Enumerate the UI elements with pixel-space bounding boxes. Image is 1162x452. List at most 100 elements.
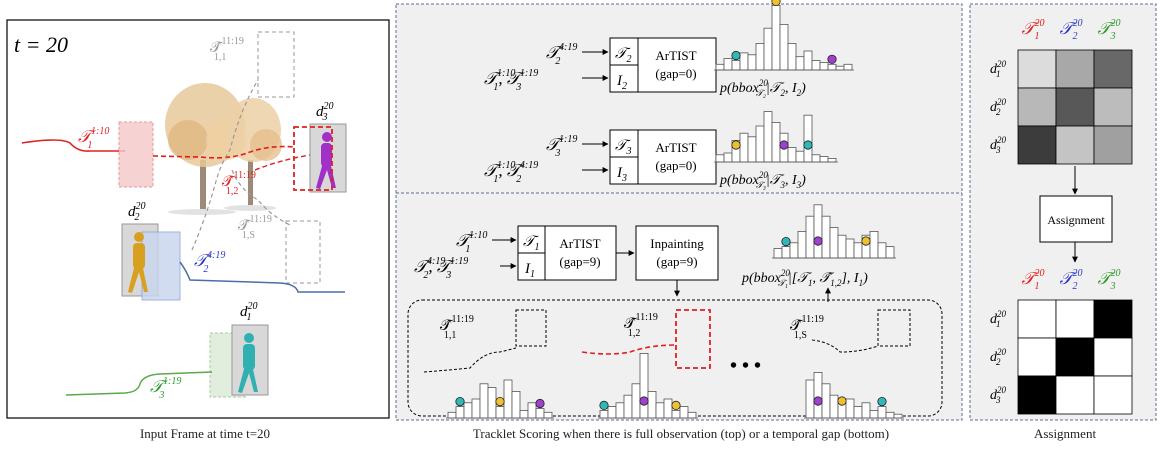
histogram-bar	[813, 371, 823, 419]
matrix-cell	[1093, 125, 1133, 165]
histogram-bar	[671, 409, 681, 419]
histogram-bar	[819, 62, 829, 71]
histogram-bar	[487, 387, 497, 419]
histogram-bar	[835, 65, 845, 71]
histogram-bar	[803, 114, 813, 163]
histogram-bar	[747, 136, 757, 163]
hypothesis-1-1-box	[257, 31, 295, 98]
svg-text:𝒯4:192, 𝒯1:193: 𝒯4:19 2, 𝒯1:19 3	[414, 256, 468, 281]
histogram-hypothesis-1-1	[446, 379, 554, 419]
detection-1-person	[238, 333, 258, 393]
input-frame-panel: t = 20 𝒯1:10 1 𝒯̂11:19 1,1 𝒯̂11:19 1,S	[6, 19, 390, 419]
detection-3-person	[316, 132, 336, 189]
histogram-bar	[885, 246, 895, 259]
histogram-marker	[599, 400, 609, 410]
column-header: 𝒯20 2	[1059, 268, 1082, 292]
column-header: 𝒯20 1	[1021, 18, 1044, 42]
matrix-cell	[1093, 337, 1133, 377]
histogram-bottom-main	[772, 204, 896, 259]
histogram-bar	[771, 122, 781, 163]
matrix-cell	[1017, 49, 1057, 89]
histogram-bar	[763, 27, 773, 71]
histogram-bar	[511, 390, 521, 419]
hypothesis-1-2-box	[293, 126, 333, 191]
histogram-bar	[519, 409, 529, 419]
histogram-bar	[869, 230, 879, 259]
histogram-bar	[813, 204, 823, 259]
histogram-bar	[527, 402, 537, 419]
assignment-box	[1039, 195, 1113, 243]
svg-text:(gap=9): (gap=9)	[559, 254, 600, 269]
histogram-hypothesis-1-2	[598, 352, 698, 419]
histogram-bar	[615, 402, 625, 419]
histogram-bar	[787, 147, 797, 163]
histogram-bar	[679, 406, 689, 419]
column-header: 𝒯20 3	[1097, 268, 1120, 292]
histogram-bar	[755, 43, 765, 71]
histogram-marker	[803, 140, 813, 150]
tracklet-scoring-panel: 𝒯4:19 2 𝒯1:10 1, 𝒯1:19 3 𝒯2 I2 ArTIST (gap=…	[395, 0, 963, 421]
tracklet-3-path	[65, 371, 213, 396]
hypothesis-1-1-path	[191, 79, 259, 251]
hypothesis-1-2-path	[152, 145, 296, 159]
histogram-bar	[803, 50, 813, 71]
histogram-marker	[731, 50, 741, 61]
histogram-bar	[811, 60, 821, 71]
histogram-marker	[671, 400, 681, 410]
histogram-bar	[805, 215, 815, 259]
histogram-bar	[821, 215, 831, 259]
caption-assignment-text: Assignment	[1033, 426, 1097, 441]
column-header: 𝒯20 2	[1059, 18, 1082, 42]
caption-input-frame: Input Frame at time t=20	[95, 426, 315, 442]
histogram-bar	[779, 23, 789, 71]
matrix-cell	[1017, 337, 1057, 377]
histogram-bar	[647, 390, 657, 419]
caption-assignment: Assignment	[980, 426, 1150, 442]
histogram-marker	[837, 396, 847, 406]
histogram-bar	[455, 406, 465, 419]
histogram-bar	[877, 242, 887, 259]
scoring-bottom-gap: 𝒯1:10 1 𝒯4:19 2, 𝒯1:19 3 𝒯1 I1 ArTIST (gap=…	[407, 204, 943, 419]
ellipsis-dots: • • •	[730, 355, 761, 377]
histogram-bar	[639, 352, 649, 419]
histogram-bar	[495, 406, 505, 419]
histogram-bar	[471, 398, 481, 419]
histogram-marker	[813, 396, 823, 406]
histogram-bar	[805, 379, 815, 419]
histogram-marker	[877, 396, 887, 407]
histogram-bar	[869, 409, 879, 419]
matrix-cell	[1093, 375, 1133, 415]
histogram-bar	[795, 56, 805, 71]
histogram-bar	[829, 394, 839, 419]
histogram-bar	[715, 63, 725, 71]
histogram-bar	[543, 411, 553, 419]
histogram-bar	[827, 63, 837, 71]
histogram-bar	[731, 60, 741, 71]
histogram-bar	[463, 402, 473, 419]
svg-text:ArTIST: ArTIST	[655, 140, 696, 155]
assignment-box-label: Assignment	[1047, 213, 1105, 227]
tree-illustration	[165, 83, 282, 215]
histogram-bar	[773, 248, 783, 259]
histogram-bar	[755, 125, 765, 163]
matrix-cell	[1017, 375, 1057, 415]
tracklet-1-last-box	[118, 121, 154, 188]
histogram-bar	[843, 63, 853, 71]
histogram-bar	[763, 111, 773, 163]
histogram-marker	[779, 140, 789, 150]
caption-tracklet-scoring-text: Tracklet Scoring when there is full obse…	[472, 426, 890, 441]
column-header: 𝒯20 1	[1021, 268, 1044, 292]
histogram-bar	[607, 406, 617, 419]
histogram-bar	[503, 379, 513, 419]
histogram-bar	[687, 411, 697, 419]
svg-text:Inpainting: Inpainting	[650, 236, 704, 251]
histogram-top2	[714, 111, 838, 163]
matrix-cell	[1055, 125, 1095, 165]
tracklet-2-path	[179, 261, 345, 293]
probability-bottom: p(bbox20 𝒯₁|[𝒯1, 𝒯̂1,2], I1)	[741, 268, 868, 288]
histogram-bar	[723, 152, 733, 163]
histogram-bar	[893, 413, 903, 419]
histogram-bar	[845, 398, 855, 419]
histogram-bar	[789, 242, 799, 259]
